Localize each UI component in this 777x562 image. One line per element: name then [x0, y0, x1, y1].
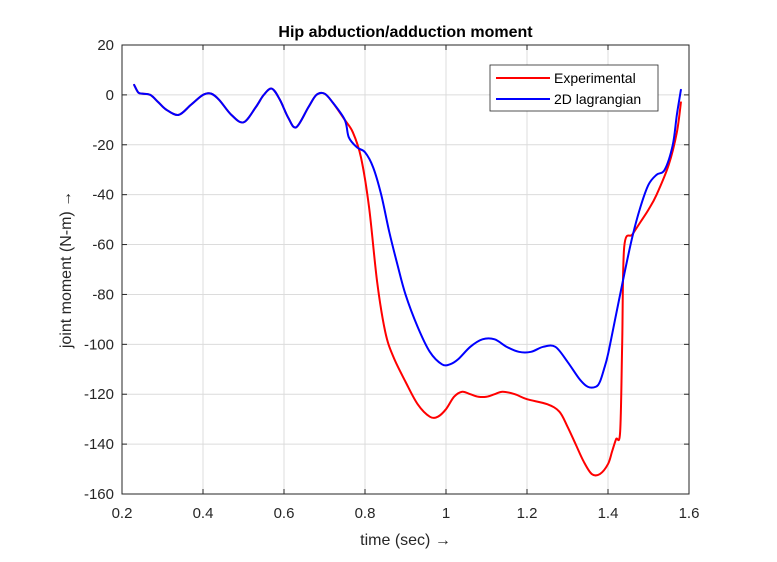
x-tick-label: 1.2 [517, 505, 538, 522]
x-tick-label: 0.2 [112, 505, 133, 522]
y-tick-label: -160 [84, 486, 114, 503]
ticks: 0.2 0.4 0.6 0.8 1 1.2 1.4 1.6 20 0 -20 -40 -60 -80 -10… [84, 37, 699, 522]
y-tick-label: -100 [84, 336, 114, 353]
legend: Experimental 2D lagrangian [489, 64, 659, 112]
x-tick-label: 0.8 [355, 505, 376, 522]
y-tick-label: 0 [106, 87, 114, 104]
legend-box [489, 64, 659, 112]
x-tick-label: 1.4 [598, 505, 619, 522]
x-axis-label: time (sec) → [360, 532, 451, 549]
chart-title: Hip abduction/adduction moment [278, 24, 533, 41]
y-tick-label: -140 [84, 436, 114, 453]
series-line-2d-lagrangian [133, 83, 682, 389]
y-tick-label: 20 [97, 37, 114, 54]
y-tick-label: -60 [92, 237, 114, 254]
x-tick-label: 1.6 [679, 505, 700, 522]
x-tick-label: 0.6 [274, 505, 295, 522]
x-tick-label: 0.4 [193, 505, 214, 522]
y-tick-label: -20 [92, 137, 114, 154]
x-tick-label: 1 [442, 505, 450, 522]
y-tick-label: -40 [92, 187, 114, 204]
legend-label-2d-lagrangian: 2D lagrangian [554, 91, 641, 107]
plot-area [122, 45, 689, 494]
series-layer [133, 83, 682, 477]
axes-box [121, 44, 690, 495]
y-tick-label: -120 [84, 386, 114, 403]
y-axis-label: joint moment (N-m) → [58, 191, 75, 349]
legend-label-experimental: Experimental [554, 70, 636, 86]
y-tick-label: -80 [92, 286, 114, 303]
